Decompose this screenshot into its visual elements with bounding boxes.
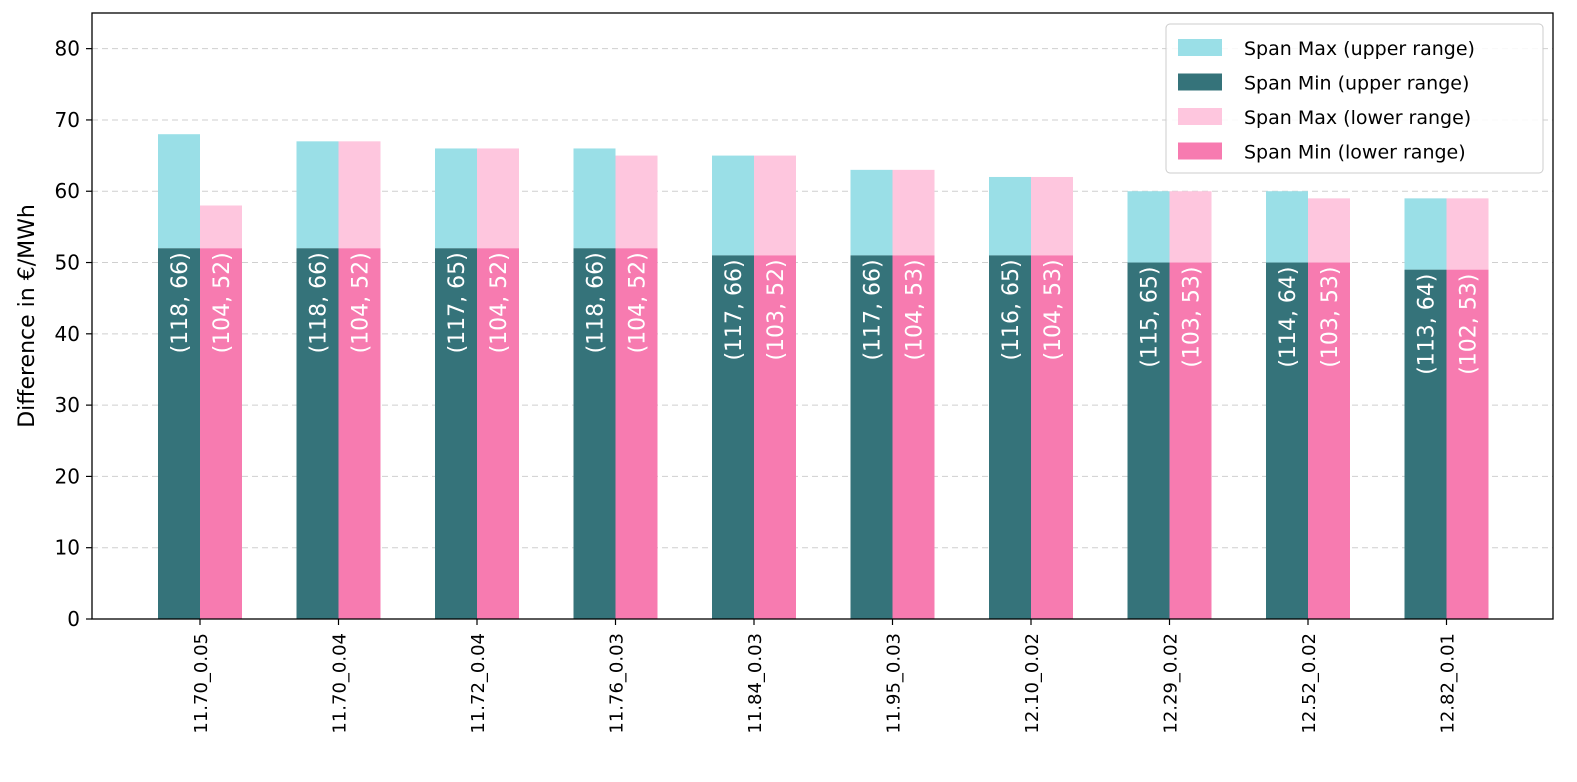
bar-label-lower: (104, 52) bbox=[626, 252, 651, 353]
bar-label-lower: (103, 53) bbox=[1180, 267, 1205, 368]
bar-label-upper: (118, 66) bbox=[307, 252, 332, 353]
y-tick-label: 10 bbox=[55, 536, 80, 560]
y-tick-label: 80 bbox=[55, 37, 80, 61]
bar-span-max-lower bbox=[754, 155, 796, 256]
bar-span-min-lower bbox=[1169, 262, 1212, 619]
legend-swatch bbox=[1178, 39, 1222, 56]
x-tick-label: 11.72_0.04 bbox=[468, 633, 489, 734]
bar-span-min-upper bbox=[1127, 262, 1170, 619]
bar-span-max-upper bbox=[1127, 191, 1170, 263]
bar-span-max-upper bbox=[850, 169, 893, 256]
y-axis-label: Difference in €/MWh bbox=[15, 204, 40, 428]
bar-span-min-lower bbox=[1446, 269, 1489, 619]
legend: Span Max (upper range) Span Min (upper ra… bbox=[1165, 23, 1544, 174]
bar-span-max-upper bbox=[296, 141, 339, 249]
bar-span-min-upper bbox=[158, 248, 200, 620]
y-tick-label: 20 bbox=[55, 464, 80, 488]
bar-span-max-lower bbox=[1446, 198, 1489, 270]
bar-label-upper: (117, 65) bbox=[445, 252, 470, 353]
bar-labels: (118, 66) (104, 52) (118, 66) (104, 52) (117… bbox=[168, 252, 1482, 375]
bar-span-min-upper bbox=[712, 255, 754, 619]
bar-span-min-upper bbox=[850, 255, 893, 619]
bar-span-max-lower bbox=[1031, 176, 1073, 256]
y-tick-label: 40 bbox=[55, 322, 80, 346]
bar-label-upper: (113, 64) bbox=[1415, 274, 1440, 375]
bar-span-max-upper bbox=[1266, 191, 1308, 263]
bar-span-min-upper bbox=[435, 248, 477, 620]
bar-label-lower: (104, 52) bbox=[349, 252, 374, 353]
x-axis: 11.70_0.05 11.70_0.04 11.72_0.04 11.76_0.03… bbox=[191, 619, 1459, 734]
bar-span-max-lower bbox=[615, 155, 658, 249]
bar-span-max-lower bbox=[1169, 191, 1212, 263]
bar-span-max-upper bbox=[158, 134, 200, 249]
y-tick-label: 60 bbox=[55, 179, 80, 203]
bar-span-min-lower bbox=[892, 255, 935, 619]
x-tick-label: 11.84_0.03 bbox=[745, 633, 766, 734]
plot-frame bbox=[91, 12, 1554, 620]
bar-label-lower: (104, 53) bbox=[903, 259, 928, 360]
bar-label-upper: (115, 65) bbox=[1138, 267, 1163, 368]
bar-span-max-upper bbox=[712, 155, 754, 256]
bar-label-upper: (114, 64) bbox=[1276, 267, 1301, 368]
x-tick-label: 11.95_0.03 bbox=[884, 633, 905, 734]
bar-span-max-lower bbox=[338, 141, 381, 249]
legend-swatch bbox=[1178, 142, 1222, 160]
bar-label-upper: (117, 66) bbox=[722, 259, 747, 360]
x-tick-label: 12.82_0.01 bbox=[1438, 633, 1459, 734]
x-tick-label: 12.29_0.02 bbox=[1161, 633, 1182, 734]
bar-span-max-upper bbox=[989, 176, 1031, 256]
bar-span-min-lower bbox=[477, 248, 519, 620]
x-tick-label: 12.52_0.02 bbox=[1299, 633, 1320, 734]
bar-label-lower: (104, 52) bbox=[487, 252, 512, 353]
bar-span-max-upper bbox=[573, 148, 616, 249]
bar-label-lower: (104, 53) bbox=[1041, 259, 1066, 360]
y-axis: 0 10 20 30 40 50 60 70 80 bbox=[55, 37, 92, 631]
bar-span-max-upper bbox=[435, 148, 477, 249]
bar-span-min-upper bbox=[1266, 262, 1308, 619]
x-tick-label: 11.70_0.04 bbox=[330, 633, 351, 734]
x-tick-label: 11.70_0.05 bbox=[191, 633, 212, 734]
bar-span-min-lower bbox=[1308, 262, 1350, 619]
bar-label-lower: (103, 53) bbox=[1318, 267, 1343, 368]
bar-span-min-lower bbox=[200, 248, 242, 620]
x-tick-label: 11.76_0.03 bbox=[607, 633, 628, 734]
bar-label-upper: (117, 66) bbox=[861, 259, 886, 360]
bar-label-upper: (118, 66) bbox=[168, 252, 193, 353]
bar-span-min-upper bbox=[296, 248, 339, 620]
y-tick-label: 70 bbox=[55, 108, 80, 132]
bar-span-max-lower bbox=[477, 148, 519, 249]
bar-label-upper: (116, 65) bbox=[999, 259, 1024, 360]
legend-entry: Span Min (upper range) bbox=[1244, 73, 1469, 95]
bar-span-min-lower bbox=[754, 255, 796, 619]
legend-entry: Span Max (lower range) bbox=[1244, 107, 1471, 129]
legend-entry: Span Max (upper range) bbox=[1244, 38, 1475, 60]
bar-label-lower: (104, 52) bbox=[210, 252, 235, 353]
y-tick-label: 30 bbox=[55, 393, 80, 417]
bar-span-min-lower bbox=[338, 248, 381, 620]
legend-swatch bbox=[1178, 73, 1222, 91]
bar-span-min-upper bbox=[1404, 269, 1447, 619]
bar-label-lower: (102, 53) bbox=[1457, 274, 1482, 375]
legend-box bbox=[1165, 23, 1544, 174]
bar-span-min-lower bbox=[615, 248, 658, 620]
bar-span-min-lower bbox=[1031, 255, 1073, 619]
bar-span-max-lower bbox=[1308, 198, 1350, 263]
bar-span-min-upper bbox=[989, 255, 1031, 619]
bars bbox=[158, 134, 1489, 620]
legend-entry: Span Min (lower range) bbox=[1244, 142, 1466, 164]
x-tick-label: 12.10_0.02 bbox=[1022, 633, 1043, 734]
bar-label-lower: (103, 52) bbox=[764, 259, 789, 360]
bar-span-max-lower bbox=[200, 205, 242, 249]
y-tick-label: 50 bbox=[55, 251, 80, 275]
bar-span-max-upper bbox=[1404, 198, 1447, 270]
legend-swatch bbox=[1178, 108, 1222, 125]
bar-span-max-lower bbox=[892, 169, 935, 256]
bar-label-upper: (118, 66) bbox=[584, 252, 609, 353]
y-tick-label: 0 bbox=[67, 607, 80, 631]
bar-span-min-upper bbox=[573, 248, 616, 620]
